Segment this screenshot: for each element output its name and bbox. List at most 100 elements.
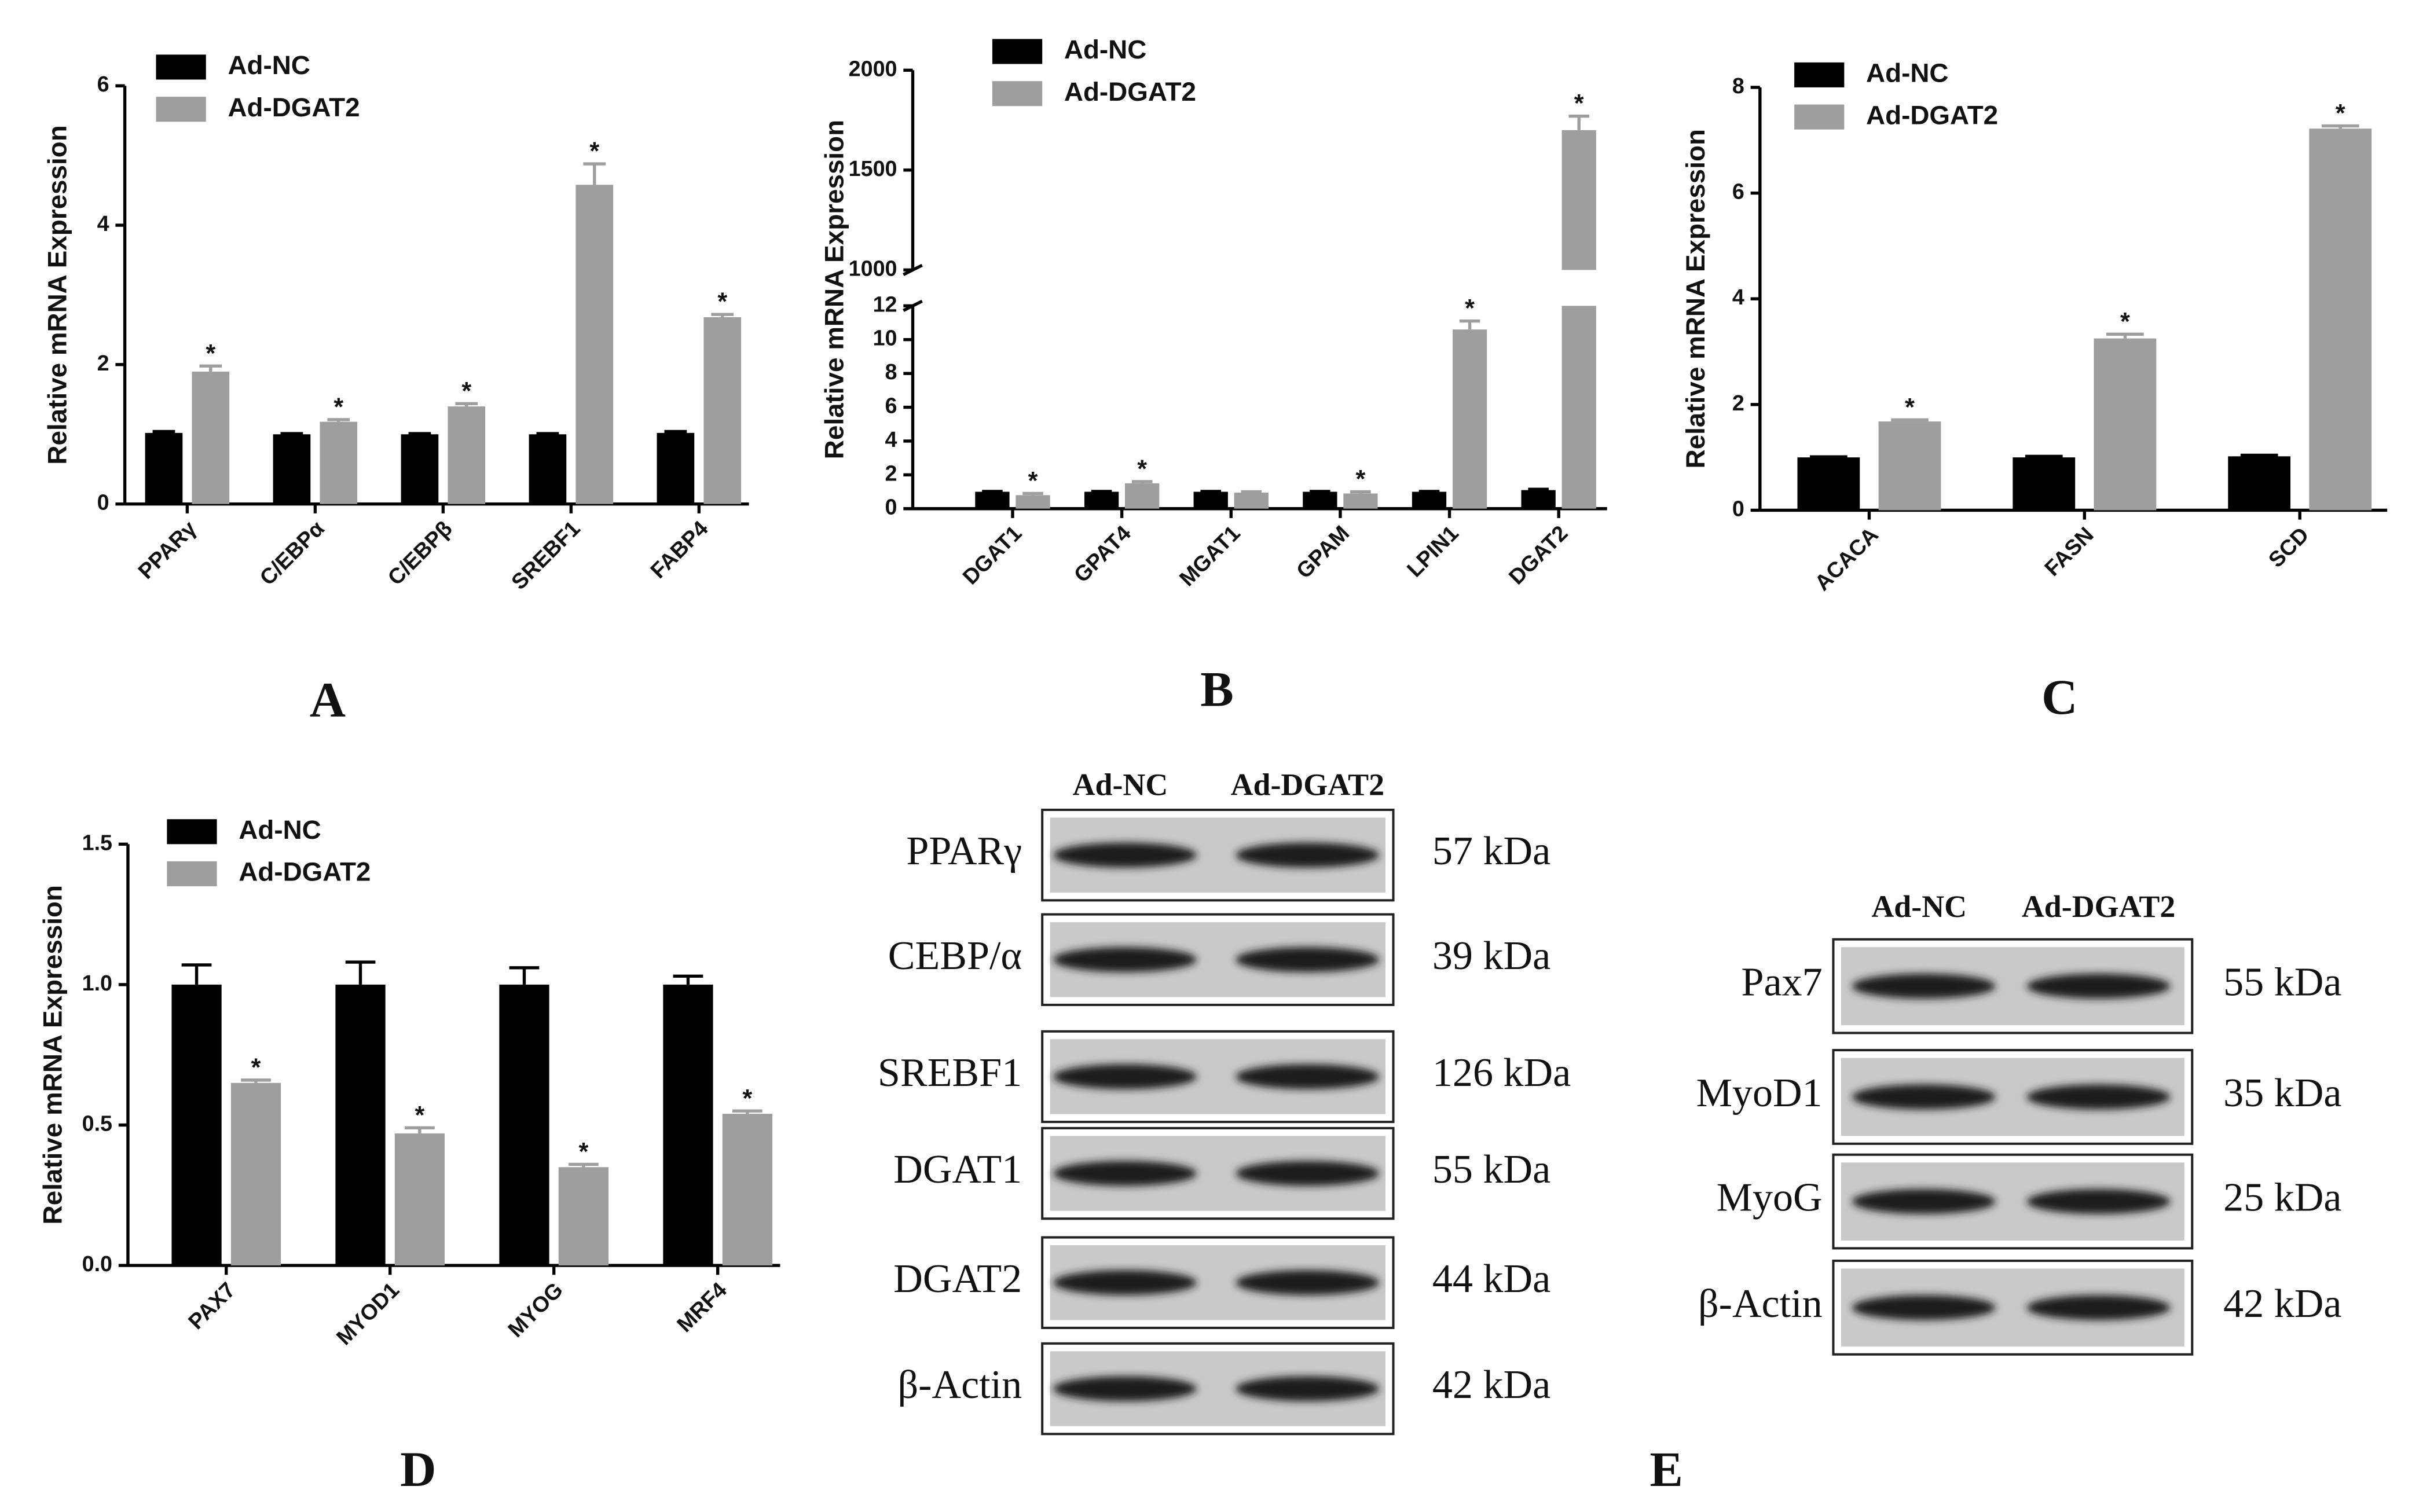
blot-band bbox=[2026, 1189, 2171, 1214]
error-bar bbox=[664, 430, 687, 434]
y-tick-label: 4 bbox=[1732, 285, 1744, 309]
y-tick-label: 1500 bbox=[849, 156, 897, 181]
error-bar bbox=[1418, 490, 1440, 493]
y-tick-label: 2 bbox=[1732, 391, 1744, 415]
y-tick-label: 0 bbox=[1732, 496, 1744, 520]
bar bbox=[722, 1114, 772, 1266]
y-axis-label: Relative mRNA Expression bbox=[38, 885, 67, 1224]
y-tick-label: 10 bbox=[873, 326, 897, 350]
x-tick-label: MGAT1 bbox=[1175, 520, 1245, 590]
error-bar bbox=[509, 966, 540, 985]
panel-label: E bbox=[1649, 1441, 1683, 1497]
error-bar bbox=[2025, 454, 2063, 458]
error-bar bbox=[1568, 114, 1589, 130]
y-tick-label: 1.5 bbox=[82, 830, 112, 854]
bar bbox=[529, 434, 567, 504]
blot-band bbox=[1236, 1064, 1380, 1089]
x-tick-label: MRF4 bbox=[672, 1278, 731, 1337]
significance-marker: * bbox=[1574, 90, 1584, 118]
bar bbox=[335, 984, 386, 1266]
error-bar bbox=[2321, 124, 2359, 129]
bar bbox=[192, 371, 230, 504]
y-tick-label: 4 bbox=[97, 211, 109, 236]
blot-band bbox=[1852, 1084, 1996, 1110]
protein-label: PPARγ bbox=[906, 829, 1022, 874]
legend-swatch bbox=[156, 54, 206, 80]
panel-label: B bbox=[1200, 661, 1234, 717]
blot-band bbox=[1852, 1189, 1996, 1214]
legend-label: Ad-NC bbox=[1866, 58, 1948, 87]
y-tick-label: 2 bbox=[885, 461, 897, 485]
x-tick-label: DGAT2 bbox=[1504, 520, 1572, 589]
blot-band bbox=[1053, 1064, 1197, 1089]
protein-label: SREBF1 bbox=[878, 1051, 1022, 1095]
y-tick-label: 6 bbox=[1732, 179, 1744, 204]
bar bbox=[1343, 493, 1378, 509]
size-label: 126 kDa bbox=[1432, 1051, 1571, 1095]
blot-band bbox=[1236, 947, 1380, 972]
blot-band bbox=[1852, 974, 1996, 999]
blot-band bbox=[1053, 947, 1197, 972]
protein-label: MyoG bbox=[1717, 1176, 1823, 1220]
size-label: 35 kDa bbox=[2223, 1071, 2341, 1115]
legend-swatch bbox=[167, 861, 217, 887]
bar bbox=[703, 317, 742, 504]
x-tick-label: LPIN1 bbox=[1402, 520, 1463, 581]
y-tick-label: 8 bbox=[1732, 74, 1744, 98]
error-bar bbox=[1091, 490, 1112, 493]
bar bbox=[1561, 306, 1596, 509]
x-tick-label: SREBF1 bbox=[507, 516, 585, 594]
error-bar bbox=[2240, 453, 2278, 457]
significance-marker: * bbox=[1028, 467, 1038, 495]
significance-marker: * bbox=[206, 340, 215, 368]
y-axis-label: Relative mRNA Expression bbox=[1681, 129, 1710, 468]
bar bbox=[230, 1082, 281, 1266]
size-label: 57 kDa bbox=[1432, 829, 1550, 874]
error-bar bbox=[1131, 480, 1153, 483]
bar bbox=[2309, 129, 2372, 511]
significance-marker: * bbox=[578, 1138, 588, 1166]
significance-marker: * bbox=[461, 377, 471, 405]
y-tick-label: 6 bbox=[97, 72, 109, 96]
legend-swatch bbox=[156, 97, 206, 122]
legend-swatch bbox=[1794, 62, 1845, 87]
blot-band bbox=[1053, 842, 1197, 868]
error-bar bbox=[345, 960, 376, 985]
x-tick-label: C/EBPβ bbox=[383, 516, 456, 590]
panel-label: D bbox=[400, 1441, 436, 1497]
bar bbox=[2013, 457, 2076, 511]
bar bbox=[1561, 130, 1596, 270]
blot-band bbox=[1236, 1161, 1380, 1186]
blot-band bbox=[1053, 1376, 1197, 1401]
bar bbox=[1878, 421, 1941, 511]
error-bar bbox=[2106, 332, 2144, 339]
y-tick-label: 0 bbox=[97, 490, 109, 515]
significance-marker: * bbox=[1137, 456, 1147, 483]
error-bar bbox=[199, 364, 222, 372]
bar bbox=[1303, 491, 1337, 509]
legend-label: Ad-DGAT2 bbox=[1064, 77, 1196, 107]
y-tick-label: 0.0 bbox=[82, 1252, 112, 1276]
error-bar bbox=[982, 490, 1003, 493]
error-bar bbox=[405, 1126, 435, 1134]
bar bbox=[1797, 457, 1860, 511]
bar bbox=[1193, 491, 1228, 509]
error-bar bbox=[1528, 487, 1549, 491]
x-tick-label: DGAT1 bbox=[958, 520, 1026, 589]
protein-label: DGAT1 bbox=[893, 1147, 1022, 1192]
bar bbox=[663, 984, 713, 1266]
significance-marker: * bbox=[1356, 465, 1366, 493]
y-tick-label: 1000 bbox=[849, 256, 897, 280]
error-bar bbox=[583, 162, 606, 185]
size-label: 42 kDa bbox=[1432, 1363, 1550, 1407]
bar bbox=[171, 984, 222, 1266]
error-bar bbox=[673, 974, 703, 985]
significance-marker: * bbox=[589, 138, 599, 166]
x-tick-label: FABP4 bbox=[646, 516, 713, 583]
blot-band bbox=[1236, 842, 1380, 868]
bar bbox=[401, 434, 439, 504]
x-tick-label: GPAM bbox=[1292, 520, 1354, 583]
bar bbox=[1084, 491, 1119, 509]
bar bbox=[2094, 338, 2157, 511]
error-bar bbox=[1350, 490, 1371, 494]
